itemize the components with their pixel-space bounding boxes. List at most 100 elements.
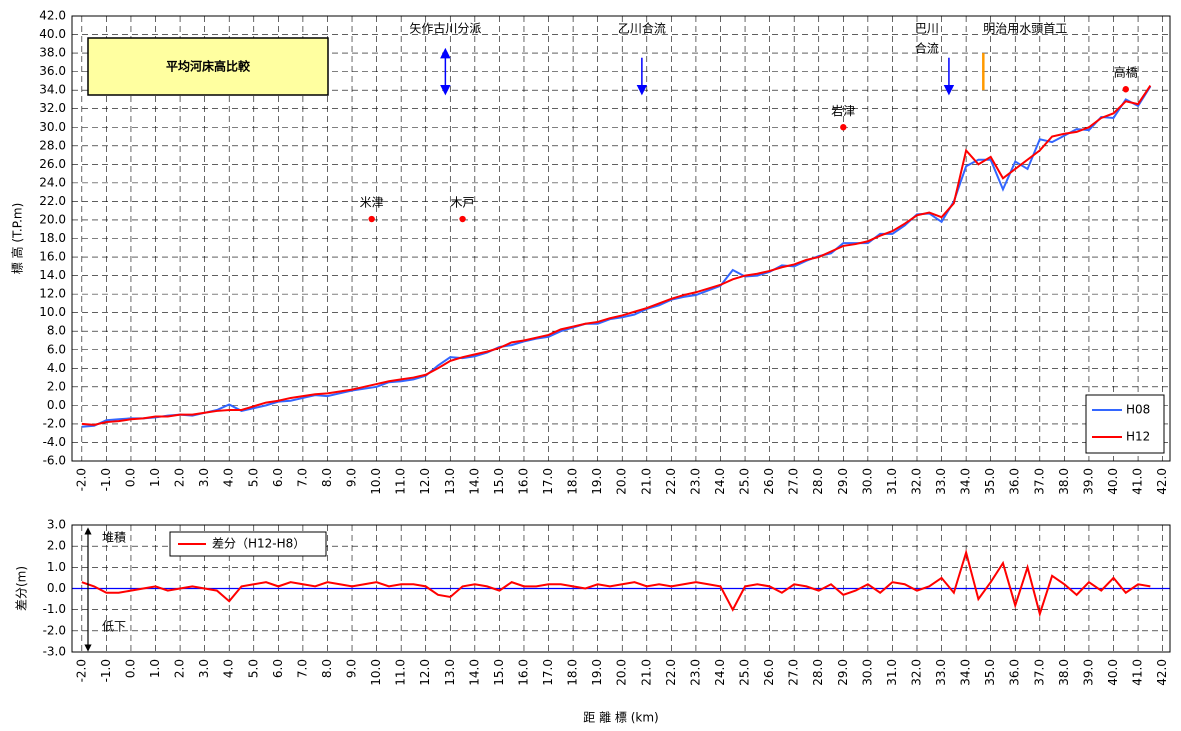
y-tick-label: 3.0 (47, 518, 66, 532)
x-tick-label: 15.0 (492, 468, 506, 495)
y-tick-label: 6.0 (47, 342, 66, 356)
y-tick-label: 30.0 (39, 120, 66, 134)
y-tick-label: -4.0 (43, 435, 66, 449)
y-tick-label: -2.0 (43, 623, 66, 637)
y-tick-label: 10.0 (39, 305, 66, 319)
legend-label: 差分（H12-H8） (212, 537, 305, 551)
x-tick-label: 23.0 (688, 468, 702, 495)
x-tick-label: 26.0 (762, 659, 776, 686)
legend-box (1085, 394, 1165, 454)
x-tick-label: 22.0 (664, 468, 678, 495)
x-tick-label: 10.0 (369, 659, 383, 686)
y-tick-label: 26.0 (39, 157, 66, 171)
x-tick-label: 3.0 (197, 659, 211, 678)
y-tick-label: -1.0 (43, 602, 66, 616)
x-tick-label: -2.0 (74, 468, 88, 491)
x-tick-label: 10.0 (369, 468, 383, 495)
y-tick-label: 38.0 (39, 46, 66, 60)
x-tick-label: 15.0 (492, 659, 506, 686)
x-tick-label: 16.0 (516, 659, 530, 686)
y-tick-label: -6.0 (43, 454, 66, 468)
x-tick-label: 4.0 (222, 659, 236, 678)
data-line (81, 85, 1152, 428)
site-point (840, 124, 847, 131)
x-tick-label: 39.0 (1081, 468, 1095, 495)
x-tick-label: 9.0 (345, 659, 359, 678)
y-tick-label: 34.0 (39, 83, 66, 97)
x-tick-label: 14.0 (467, 468, 481, 495)
x-tick-label: 6.0 (271, 468, 285, 487)
x-tick-label: 21.0 (639, 468, 653, 495)
x-tick-label: 37.0 (1032, 468, 1046, 495)
y-axis-label: 差分(m) (15, 566, 29, 611)
x-tick-label: 20.0 (615, 468, 629, 495)
y-tick-label: 20.0 (39, 212, 66, 226)
y-tick-label: 36.0 (39, 64, 66, 78)
x-tick-label: 25.0 (738, 659, 752, 686)
data-line (81, 548, 1151, 618)
x-tick-label: -2.0 (74, 659, 88, 682)
x-tick-label: 8.0 (320, 468, 334, 487)
y-tick-label: 0.0 (47, 398, 66, 412)
x-tick-label: 8.0 (320, 659, 334, 678)
y-tick-label: 22.0 (39, 194, 66, 208)
y-tick-label: 8.0 (47, 324, 66, 338)
chart-title: 平均河床高比較 (166, 59, 251, 74)
x-tick-label: 7.0 (295, 468, 309, 487)
title-box (87, 37, 329, 96)
x-tick-label: 28.0 (811, 659, 825, 686)
y-tick-label: 16.0 (39, 250, 66, 264)
site-label: 高橋 (1114, 65, 1138, 80)
site-point (459, 215, 466, 223)
x-tick-label: 12.0 (418, 468, 432, 495)
y-tick-label: 0.0 (47, 581, 66, 595)
x-tick-label: 33.0 (934, 659, 948, 686)
x-tick-label: 0.0 (123, 659, 137, 678)
x-tick-label: 5.0 (246, 659, 260, 678)
legend-label: H12 (1126, 430, 1150, 444)
site-label: 岩津 (831, 103, 855, 118)
y-tick-label: 32.0 (39, 101, 66, 115)
x-tick-label: 11.0 (394, 468, 408, 495)
x-tick-label: 35.0 (983, 468, 997, 495)
y-axis-label: 標 高 (T.P.m) (10, 203, 25, 275)
x-tick-label: 33.0 (934, 468, 948, 495)
x-tick-label: 32.0 (909, 468, 923, 495)
y-tick-label: 28.0 (39, 138, 66, 152)
plot-border (71, 15, 1171, 462)
x-tick-label: 36.0 (1008, 659, 1022, 686)
data-line (81, 84, 1152, 426)
arrow-label: 矢作古川分派 (409, 21, 481, 36)
arrow-label: 合流 (915, 41, 939, 56)
x-tick-label: 34.0 (959, 659, 973, 686)
arrow-label: 巴川 (915, 22, 939, 36)
y-tick-label: 4.0 (47, 361, 66, 375)
y-tick-label: 40.0 (39, 27, 66, 41)
x-tick-label: 18.0 (566, 468, 580, 495)
x-tick-label: 38.0 (1057, 659, 1071, 686)
x-tick-label: 20.0 (615, 659, 629, 686)
x-tick-label: 35.0 (983, 659, 997, 686)
x-tick-label: 30.0 (860, 468, 874, 495)
site-point (368, 215, 375, 223)
y-tick-label: 18.0 (39, 231, 66, 245)
x-tick-label: 17.0 (541, 468, 555, 495)
x-tick-label: 14.0 (467, 659, 481, 686)
x-tick-label: 0.0 (123, 468, 137, 487)
x-tick-label: -1.0 (99, 659, 113, 682)
site-label: 木戸 (451, 196, 475, 210)
annotation-label: 低下 (102, 620, 126, 634)
x-tick-label: 29.0 (836, 659, 850, 686)
x-tick-label: 38.0 (1057, 468, 1071, 495)
legend-label: H08 (1126, 403, 1150, 417)
x-tick-label: 1.0 (148, 659, 162, 678)
x-tick-label: 2.0 (173, 659, 187, 678)
x-tick-label: -1.0 (99, 468, 113, 491)
x-tick-label: 11.0 (394, 659, 408, 686)
x-tick-label: 6.0 (271, 659, 285, 678)
y-tick-label: -3.0 (43, 645, 66, 659)
x-tick-label: 1.0 (148, 468, 162, 487)
x-tick-label: 16.0 (516, 468, 530, 495)
x-tick-label: 22.0 (664, 659, 678, 686)
